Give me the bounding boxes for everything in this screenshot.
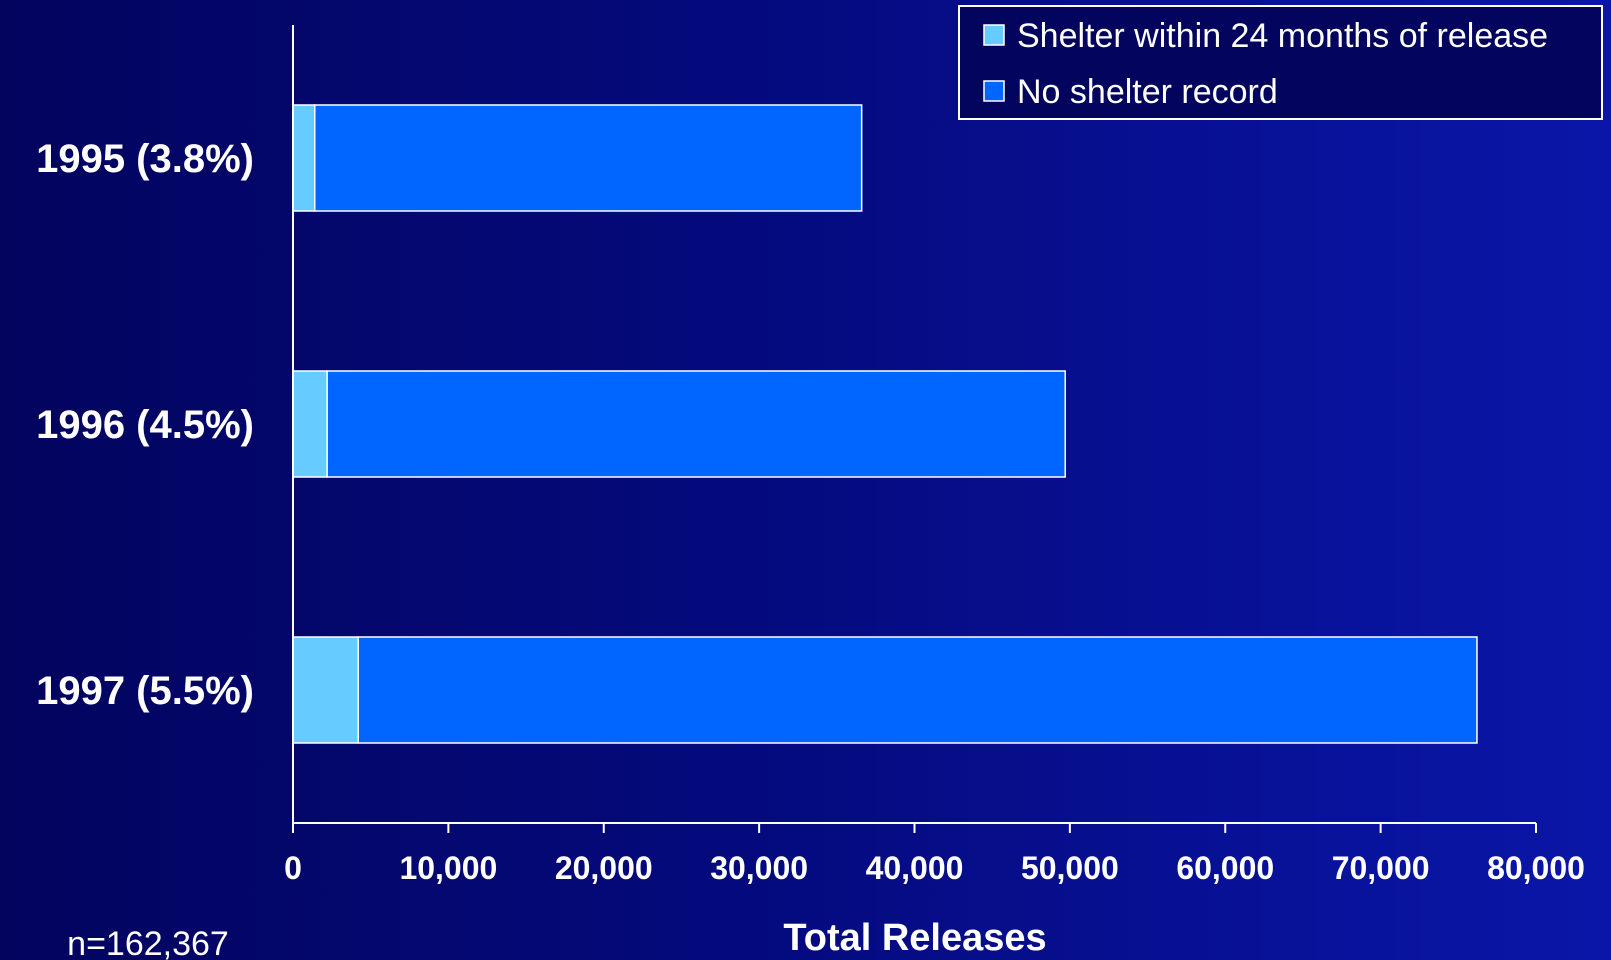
x-tick-label-5: 50,000 bbox=[1021, 850, 1119, 886]
x-tick-label-1: 10,000 bbox=[399, 850, 497, 886]
x-tick-label-7: 70,000 bbox=[1332, 850, 1430, 886]
legend-swatch-shelter bbox=[983, 24, 1005, 46]
bar-no-shelter-2 bbox=[357, 636, 1478, 744]
category-label-0: 1995 (3.8%) bbox=[36, 137, 254, 181]
x-tick-label-6: 60,000 bbox=[1176, 850, 1274, 886]
bar-no-shelter-0 bbox=[314, 104, 863, 212]
axes-group bbox=[292, 25, 1537, 833]
sample-size-note: n=162,367 bbox=[67, 925, 229, 960]
x-tick-label-0: 0 bbox=[284, 850, 302, 886]
legend-swatch-no-shelter bbox=[983, 80, 1005, 102]
bar-shelter-2 bbox=[292, 636, 360, 744]
bars-group bbox=[292, 104, 1478, 744]
legend-label-shelter: Shelter within 24 months of release bbox=[1017, 17, 1548, 55]
legend: Shelter within 24 months of release No s… bbox=[958, 5, 1603, 120]
bar-no-shelter-1 bbox=[326, 370, 1066, 478]
legend-box bbox=[958, 5, 1603, 120]
x-tick-label-3: 30,000 bbox=[710, 850, 808, 886]
x-tick-labels: 0 10,000 20,000 30,000 40,000 50,000 60,000 70,… bbox=[284, 850, 1585, 886]
category-labels: 1995 (3.8%) 1996 (4.5%) 1997 (5.5%) bbox=[36, 137, 254, 713]
x-tick-label-2: 20,000 bbox=[555, 850, 653, 886]
legend-label-no-shelter: No shelter record bbox=[1017, 73, 1278, 111]
x-axis-title: Total Releases bbox=[783, 917, 1046, 959]
bar-shelter-1 bbox=[292, 370, 328, 478]
bar-shelter-0 bbox=[292, 104, 316, 212]
category-label-2: 1997 (5.5%) bbox=[36, 669, 254, 713]
x-tick-label-4: 40,000 bbox=[866, 850, 964, 886]
x-tick-label-8: 80,000 bbox=[1487, 850, 1585, 886]
category-label-1: 1996 (4.5%) bbox=[36, 403, 254, 447]
